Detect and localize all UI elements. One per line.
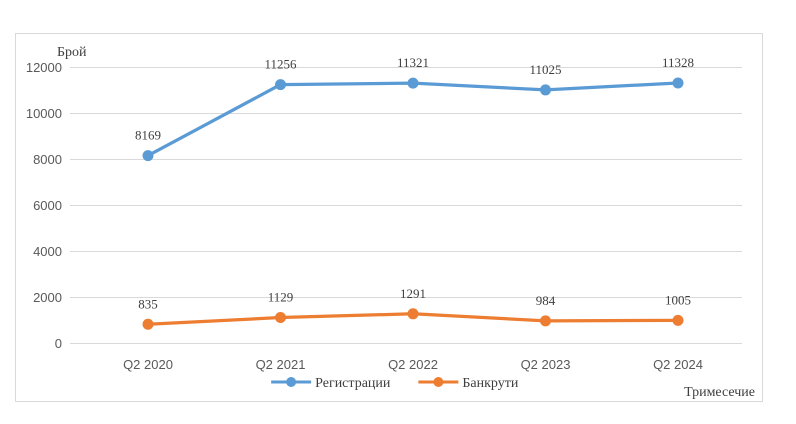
y-tick-label: 4000 xyxy=(33,244,62,259)
y-tick-label: 12000 xyxy=(26,60,62,75)
registrations-data-label: 11321 xyxy=(397,55,429,70)
y-tick-label: 10000 xyxy=(26,106,62,121)
bankrupts-point-marker xyxy=(672,314,684,326)
legend: Регистрации Банкрути xyxy=(271,376,519,391)
x-tick-label: Q2 2021 xyxy=(256,357,306,372)
registrations-data-label: 11256 xyxy=(264,57,297,72)
bankrupts-data-label: 1005 xyxy=(665,292,691,307)
registrations-point-marker xyxy=(540,84,551,96)
bankrupts-data-label: 835 xyxy=(138,296,158,311)
registrations-data-label: 11328 xyxy=(662,55,694,70)
registrations-point-marker xyxy=(407,77,419,89)
bankrupts-data-label: 984 xyxy=(536,293,556,308)
bankrupts-point-marker xyxy=(540,315,551,327)
line-chart: 0 2000 4000 6000 8000 10000 12000 Q2 2020 Q2 202… xyxy=(26,45,755,400)
x-tick-label: Q2 2022 xyxy=(388,357,438,372)
legend-item-bankrupts: Банкрути xyxy=(418,376,519,391)
line-chart-frame: 0 2000 4000 6000 8000 10000 12000 Q2 2020 Q2 202… xyxy=(15,33,763,402)
legend-item-registrations: Регистрации xyxy=(271,376,391,391)
registrations-point-marker xyxy=(672,77,684,89)
bankrupts-data-label: 1129 xyxy=(268,290,294,305)
legend-point-marker xyxy=(286,377,297,387)
y-axis-title: Брой xyxy=(57,45,87,60)
bankrupts-point-marker xyxy=(142,318,154,330)
gridlines-layer xyxy=(70,67,742,344)
y-tick-label: 0 xyxy=(55,336,62,351)
registrations-point-marker xyxy=(275,79,286,91)
registrations-data-label: 11025 xyxy=(529,62,561,77)
y-tick-label: 2000 xyxy=(33,290,62,305)
series-layer xyxy=(142,77,684,330)
data-labels-layer: 8169 11256 11321 11025 11328 835 1129 1291 984 10… xyxy=(135,55,694,311)
legend-label: Регистрации xyxy=(315,376,391,391)
y-tick-label: 8000 xyxy=(33,152,62,167)
bankrupts-data-label: 1291 xyxy=(400,286,426,301)
legend-point-marker xyxy=(433,377,444,387)
x-tick-label: Q2 2023 xyxy=(521,357,571,372)
y-tick-label: 6000 xyxy=(33,198,62,213)
x-tick-label: Q2 2024 xyxy=(653,357,703,372)
bankrupts-point-marker xyxy=(407,308,419,320)
bankrupts-point-marker xyxy=(275,312,286,324)
axis-labels-layer: 0 2000 4000 6000 8000 10000 12000 Q2 2020 Q2 202… xyxy=(26,60,703,372)
x-tick-label: Q2 2020 xyxy=(123,357,173,372)
registrations-line xyxy=(146,81,680,158)
x-axis-title: Тримесечие xyxy=(684,385,755,400)
legend-label: Банкрути xyxy=(462,376,518,391)
registrations-data-label: 8169 xyxy=(135,128,161,143)
registrations-point-marker xyxy=(142,150,154,162)
